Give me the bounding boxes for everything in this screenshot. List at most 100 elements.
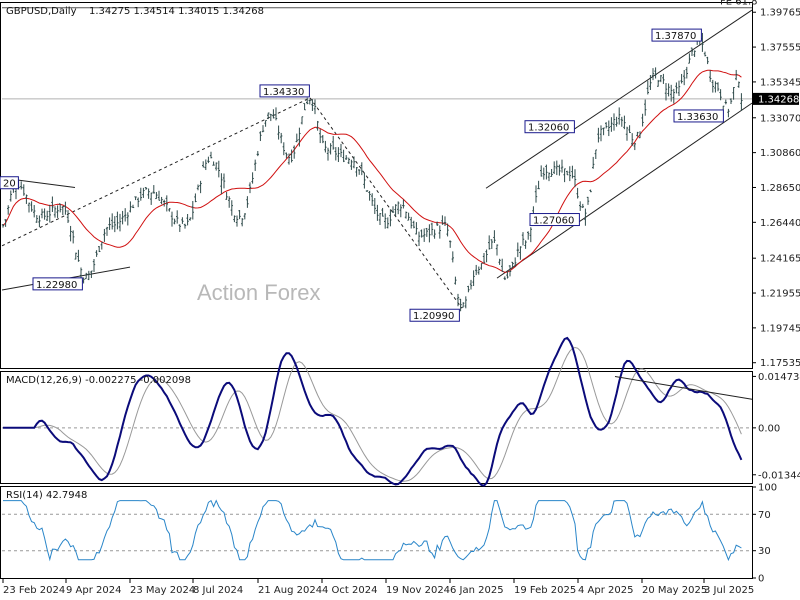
price-bar: [428, 224, 431, 243]
price-bar: [40, 208, 44, 219]
price-bar: [519, 246, 522, 260]
price-bar: [48, 204, 51, 223]
price-bar: [121, 210, 124, 225]
fib-label: FE 61.8: [720, 0, 758, 8]
price-bar: [573, 169, 577, 188]
price-bar: [150, 192, 153, 205]
price-bar: [677, 80, 681, 97]
price-tick-label: 1.35345: [760, 77, 800, 88]
price-bar: [732, 87, 735, 100]
price-bar: [540, 165, 543, 177]
price-bar: [160, 196, 163, 205]
price-bar: [430, 222, 434, 236]
price-callout: 1.34330: [259, 84, 310, 98]
price-title: GBPUSD,Daily: [6, 6, 77, 17]
price-bar: [212, 161, 215, 166]
price-bar: [602, 127, 605, 136]
price-bar: [628, 125, 631, 134]
price-bar: [267, 112, 270, 120]
price-bar: [633, 142, 636, 151]
price-tick-label: 1.28650: [760, 183, 800, 194]
price-bar: [441, 215, 444, 225]
price-bar: [480, 263, 483, 270]
price-bar: [228, 196, 231, 208]
price-bar: [706, 56, 709, 65]
price-bar: [165, 195, 168, 212]
macd-divergence-line: [614, 376, 753, 400]
price-bar: [464, 296, 467, 309]
price-bar: [690, 47, 694, 57]
price-bar: [196, 184, 200, 191]
price-bar: [358, 169, 361, 175]
price-bar: [685, 66, 688, 79]
price-bar: [446, 223, 449, 237]
trendlines: [1, 9, 753, 309]
price-bar: [709, 70, 712, 82]
macd-tick-label: -0.013442: [758, 470, 800, 481]
macd-tick-label: 0.014734: [758, 372, 800, 383]
price-bar: [631, 133, 634, 147]
price-bar: [363, 172, 366, 189]
price-callout: 1.33630: [673, 109, 724, 123]
price-bar: [209, 151, 213, 159]
price-bar: [563, 168, 566, 183]
price-bar: [69, 225, 72, 242]
price-bar: [420, 229, 423, 238]
price-bar: [225, 192, 228, 200]
price-bar: [100, 241, 103, 250]
price-bar: [397, 201, 400, 215]
price-bar: [53, 206, 57, 218]
price-bar: [131, 204, 135, 209]
price-bar: [711, 79, 714, 93]
price-bar: [576, 187, 579, 199]
price-bar: [207, 156, 210, 164]
price-tick-label: 1.24165: [760, 254, 800, 265]
price-bar: [672, 88, 675, 104]
price-bar: [389, 209, 392, 227]
price-bar: [269, 113, 272, 122]
time-tick-label: 8 Jul 2024: [193, 585, 243, 596]
price-bar: [659, 74, 662, 83]
rsi-tick-label: 0: [758, 574, 764, 585]
price-bar: [98, 246, 101, 253]
price-bar: [581, 203, 584, 208]
price-bar: [157, 190, 161, 201]
dashed-trendline-down: [309, 97, 463, 309]
price-tick-label: 1.30860: [760, 148, 800, 159]
price-bar: [345, 155, 348, 160]
price-bar: [371, 193, 374, 206]
price-bar: [368, 190, 371, 201]
up-channel-lower: [496, 102, 753, 279]
price-bar: [547, 172, 551, 182]
price-bar: [170, 211, 174, 227]
price-bar: [657, 79, 660, 87]
price-bar: [46, 210, 49, 221]
price-bar: [716, 82, 720, 92]
price-bar: [620, 116, 623, 127]
price-bar: [475, 264, 478, 276]
price-bar: [251, 172, 254, 184]
price-bar: [308, 99, 311, 105]
price-bar: [454, 276, 457, 285]
price-bar: [261, 125, 265, 133]
price-bar: [534, 185, 538, 203]
price-bar: [332, 135, 335, 150]
price-bar: [495, 244, 499, 256]
price-bar: [568, 166, 571, 182]
price-bar: [477, 266, 480, 275]
price-bar: [124, 208, 127, 222]
price-bar: [303, 103, 306, 111]
price-tick-label: 1.33070: [760, 113, 800, 124]
price-bar: [72, 230, 75, 244]
price-tick-label: 1.17535: [760, 358, 800, 369]
price-bar: [399, 204, 402, 218]
price-bar: [644, 99, 647, 116]
price-bar: [334, 147, 337, 161]
price-bar: [139, 187, 142, 201]
price-tick-label: 1.21955: [760, 289, 800, 300]
price-bar: [381, 207, 384, 217]
time-tick-label: 4 Oct 2024: [322, 585, 377, 596]
price-bar: [222, 173, 226, 189]
price-bar: [233, 215, 236, 223]
